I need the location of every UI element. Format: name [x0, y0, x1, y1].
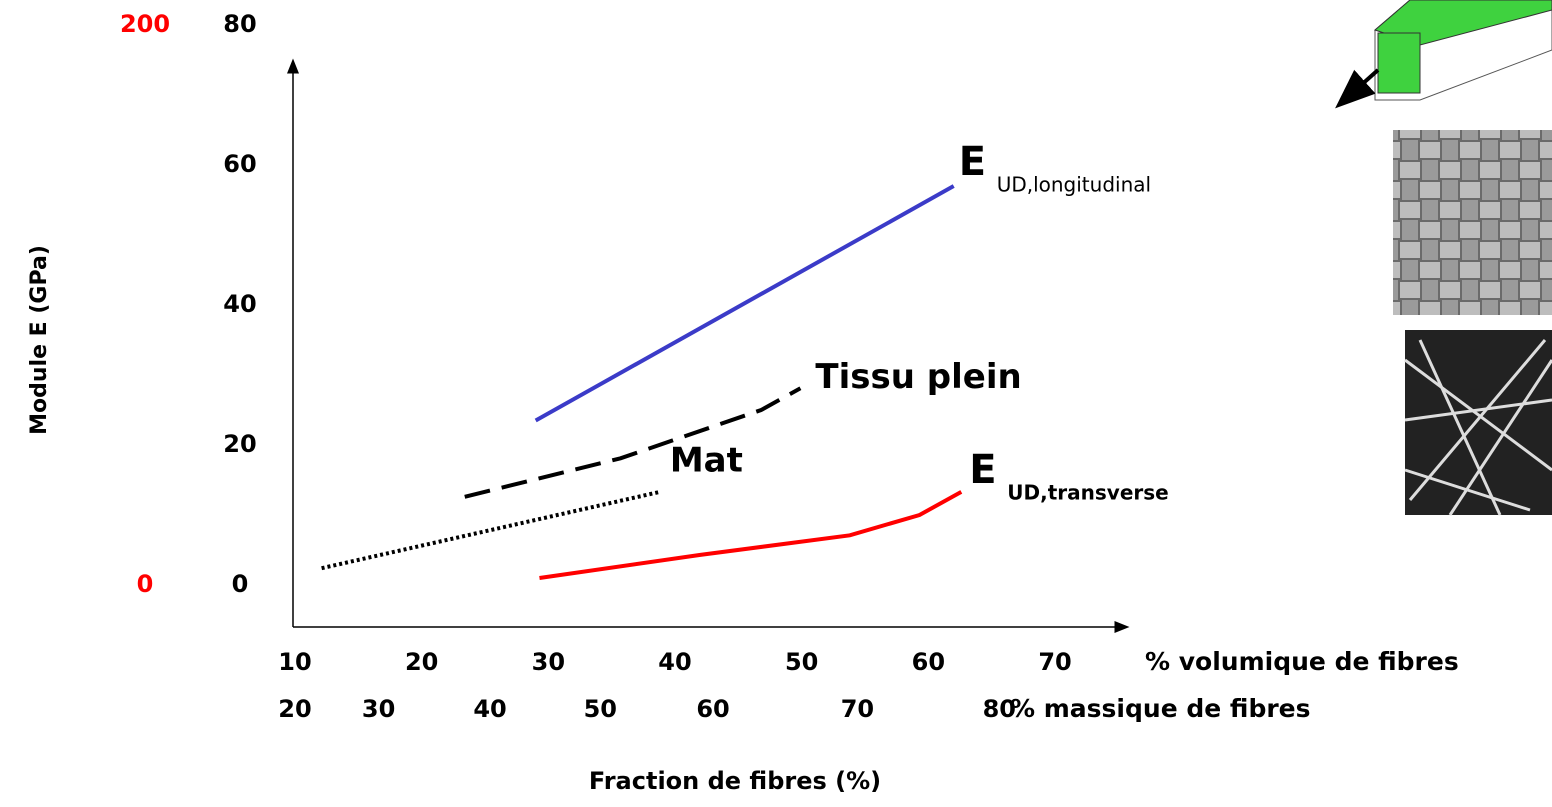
series-label: E: [959, 139, 986, 185]
series-label-subscript: UD,transverse: [1007, 480, 1168, 504]
x2-tick-label: 50: [584, 695, 617, 723]
y-tick-label: 80: [223, 10, 256, 38]
x2-tick-label: 30: [362, 695, 395, 723]
x-axis-label: Fraction de fibres (%): [589, 767, 881, 795]
series-label-subscript: UD,longitudinal: [997, 173, 1151, 197]
x2-tick-label: 70: [841, 695, 874, 723]
series-line: [534, 184, 955, 423]
x-tick-label: 40: [658, 648, 691, 676]
y2-tick-label: 0: [137, 570, 154, 598]
series-label: E: [969, 447, 996, 493]
x-tick-label: 60: [912, 648, 945, 676]
x-tick-label: 10: [278, 648, 311, 676]
y-axis-label: Module E (GPa): [27, 245, 52, 435]
x2-axis-name: % massique de fibres: [1010, 694, 1311, 723]
x-tick-label: 20: [405, 648, 438, 676]
series-label: Tissu plein: [815, 357, 1021, 397]
axes: [287, 58, 1130, 633]
x-axis-name: % volumique de fibres: [1145, 647, 1459, 676]
x2-tick-label: 60: [696, 695, 729, 723]
series-line: [464, 386, 802, 499]
y2-tick-label: 200: [120, 10, 170, 38]
x2-tick-label: 20: [278, 695, 311, 723]
series-line: [539, 490, 963, 580]
y-tick-label: 40: [223, 290, 256, 318]
x-tick-label: 70: [1038, 648, 1071, 676]
x-tick-label: 50: [785, 648, 818, 676]
y-tick-label: 20: [223, 430, 256, 458]
x2-tick-label: 40: [473, 695, 506, 723]
x-tick-label: 30: [532, 648, 565, 676]
woven-fabric-photo: [1393, 130, 1552, 315]
series-line: [321, 489, 661, 571]
mat-photo: [1404, 330, 1552, 516]
y-tick-label: 60: [223, 150, 256, 178]
y-tick-label: 0: [232, 570, 249, 598]
fiber-bundle-icon: [1335, 0, 1552, 109]
x2-tick-label: 80: [983, 695, 1016, 723]
series-label: Mat: [670, 440, 743, 480]
